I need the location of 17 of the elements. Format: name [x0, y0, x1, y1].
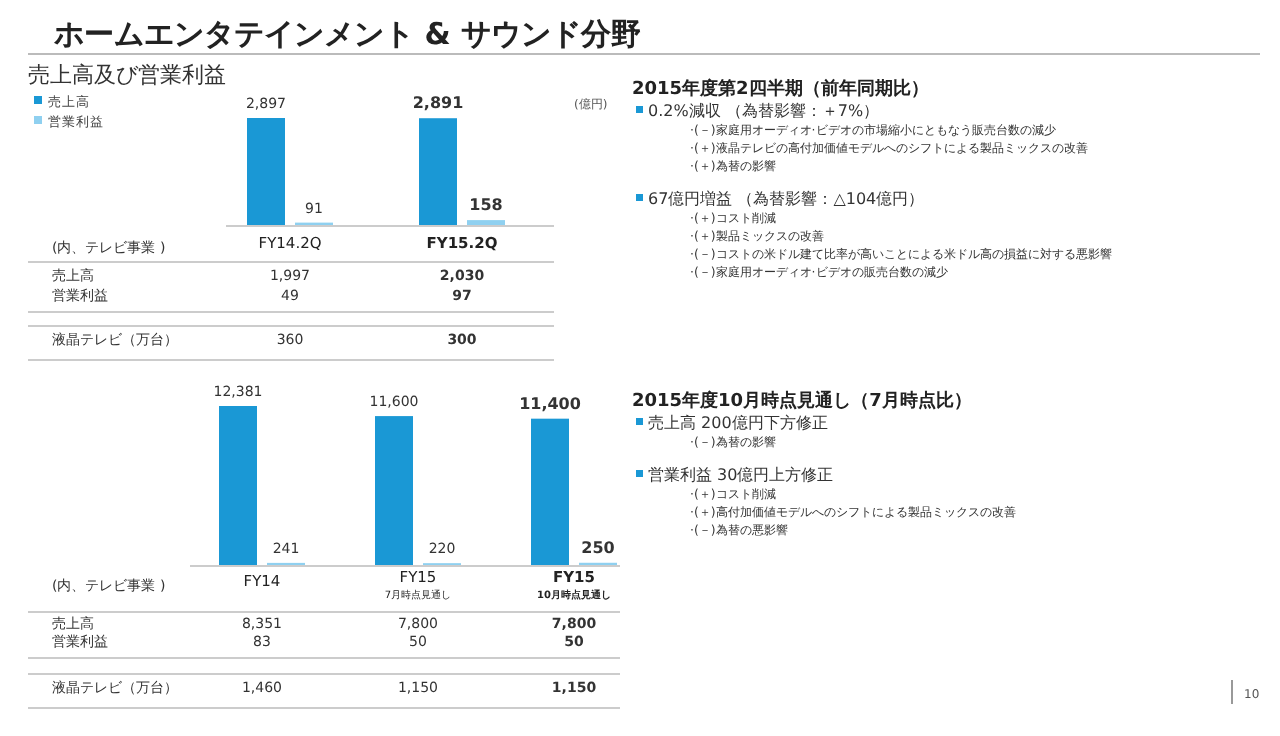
bar — [531, 418, 569, 566]
text: 0.2%減収 （為替影響：＋7%） — [648, 102, 880, 120]
chart-title: ホームエンタテインメント & サウンド分野 — [52, 16, 642, 52]
text: 67億円増益 （為替影響：△104億円） — [648, 190, 925, 208]
data-label: 2,891 — [412, 94, 465, 113]
text: 売上高 200億円下方修正 — [648, 414, 828, 432]
bar — [419, 118, 457, 226]
data-label: 11,400 — [519, 394, 582, 413]
chart-subtitle: 売上高及び営業利益 — [28, 62, 226, 88]
bar — [247, 118, 285, 226]
bar — [375, 416, 413, 566]
data-label: 158 — [469, 196, 504, 215]
text: 営業利益 30億円上方修正 — [648, 466, 834, 484]
data-label: 250 — [581, 538, 616, 557]
text: 2015年度10月時点見通し（7月時点比） — [632, 390, 972, 412]
bar — [219, 406, 257, 566]
text: 2015年度第2四半期（前年同期比） — [632, 78, 929, 100]
